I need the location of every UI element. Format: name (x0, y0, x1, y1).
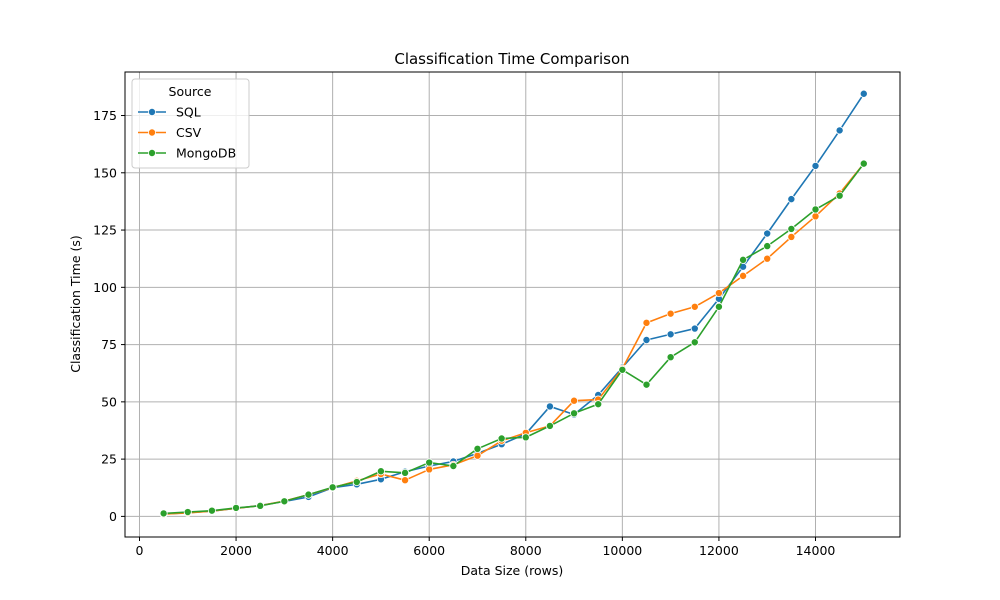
x-axis-label: Data Size (rows) (461, 563, 563, 578)
data-point-csv (690, 302, 699, 311)
data-point-csv (473, 451, 482, 460)
data-point-mongodb (449, 461, 458, 470)
data-point-mongodb (811, 205, 820, 214)
data-point-mongodb (328, 483, 337, 492)
y-tick-label: 125 (93, 223, 117, 238)
chart-title: Classification Time Comparison (394, 50, 629, 68)
data-point-mongodb (618, 365, 627, 374)
data-point-mongodb (497, 434, 506, 443)
data-point-sql (835, 126, 844, 135)
data-point-sql (666, 330, 675, 339)
y-tick-label: 100 (93, 280, 117, 295)
data-point-mongodb (666, 353, 675, 362)
series-mongodb (159, 159, 868, 518)
legend: Source SQL CSV MongoDB (131, 78, 250, 169)
data-point-sql (642, 336, 651, 345)
legend-label: MongoDB (176, 146, 236, 161)
x-tick-label: 8000 (510, 543, 542, 558)
series-layer (159, 89, 868, 519)
data-point-csv (811, 212, 820, 221)
x-tick-label: 2000 (220, 543, 252, 558)
data-point-sql (545, 402, 554, 411)
series-line-mongodb (163, 163, 865, 515)
data-point-mongodb (207, 506, 216, 515)
y-tick-label: 50 (101, 394, 117, 409)
y-tick-label: 150 (93, 165, 117, 180)
y-tick-label: 25 (101, 452, 117, 467)
x-tick-label: 0 (136, 543, 144, 558)
legend-item-mongodb: MongoDB (138, 146, 236, 161)
legend-item-csv: CSV (138, 125, 202, 140)
data-point-sql (811, 161, 820, 170)
data-point-mongodb (304, 490, 313, 499)
data-point-mongodb (521, 433, 530, 442)
data-point-mongodb (376, 467, 385, 476)
data-point-sql (690, 324, 699, 333)
y-tick-label: 175 (93, 108, 117, 123)
legend-title: Source (169, 84, 212, 99)
data-point-sql (763, 229, 772, 238)
x-tick-label: 4000 (317, 543, 349, 558)
x-tick-label: 10000 (602, 543, 642, 558)
data-point-mongodb (159, 509, 168, 518)
data-point-mongodb (473, 444, 482, 453)
data-point-mongodb (232, 503, 241, 512)
legend-swatch-marker (147, 128, 156, 137)
data-point-mongodb (545, 421, 554, 430)
legend-swatch-marker (147, 108, 156, 117)
data-point-csv (570, 396, 579, 405)
data-point-sql (859, 89, 868, 98)
data-point-mongodb (859, 159, 868, 168)
y-tick-label: 0 (109, 509, 117, 524)
x-tick-label: 14000 (796, 543, 836, 558)
data-point-mongodb (280, 497, 289, 506)
data-point-mongodb (183, 508, 192, 517)
data-point-mongodb (642, 380, 651, 389)
data-point-mongodb (835, 191, 844, 200)
data-point-csv (763, 254, 772, 263)
data-point-csv (666, 309, 675, 318)
data-point-csv (739, 271, 748, 280)
data-point-mongodb (352, 478, 361, 487)
legend-item-sql: SQL (138, 105, 201, 120)
y-axis-label: Classification Time (s) (68, 235, 83, 373)
x-tick-label: 6000 (413, 543, 445, 558)
data-point-mongodb (739, 255, 748, 264)
data-point-csv (714, 289, 723, 298)
legend-label: CSV (176, 125, 202, 140)
y-axis-ticks: 0 25 50 75 100 125 150 175 (93, 108, 125, 524)
data-point-mongodb (401, 468, 410, 477)
grid (125, 72, 900, 537)
legend-label: SQL (176, 105, 201, 120)
data-point-mongodb (594, 400, 603, 409)
data-point-csv (425, 465, 434, 474)
data-point-csv (642, 318, 651, 327)
data-point-mongodb (256, 501, 265, 510)
data-point-mongodb (570, 409, 579, 418)
data-point-mongodb (714, 302, 723, 311)
y-tick-label: 75 (101, 337, 117, 352)
legend-box (131, 78, 250, 169)
data-point-csv (787, 232, 796, 241)
data-point-mongodb (787, 224, 796, 233)
data-point-sql (787, 195, 796, 204)
x-axis-ticks: 0 2000 4000 6000 8000 10000 12000 14000 (136, 537, 836, 558)
legend-swatch-marker (147, 148, 156, 157)
legend-items: SQL CSV MongoDB (138, 105, 236, 161)
x-tick-label: 12000 (699, 543, 739, 558)
data-point-mongodb (690, 338, 699, 347)
data-point-csv (401, 476, 410, 485)
data-point-mongodb (763, 242, 772, 251)
plot-frame (124, 71, 901, 538)
data-point-mongodb (425, 458, 434, 467)
